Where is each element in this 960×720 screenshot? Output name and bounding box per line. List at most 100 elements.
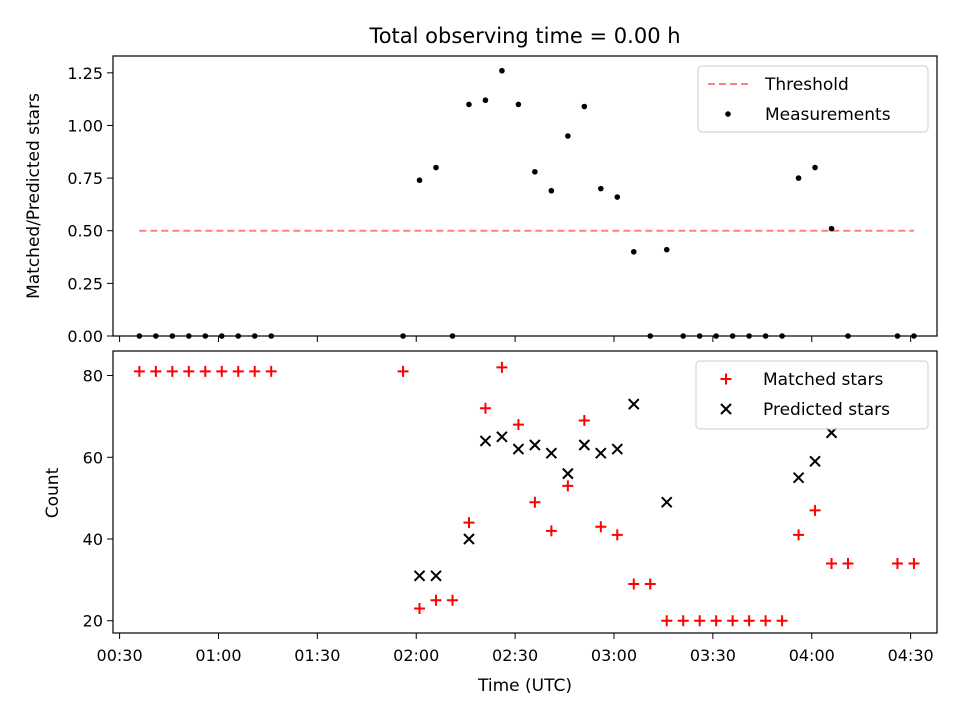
x-tick-label: 04:00	[789, 646, 835, 665]
predicted-star-point	[578, 439, 591, 451]
matched-star-point	[727, 615, 739, 627]
measurement-point	[663, 246, 670, 253]
legend-label: Matched stars	[763, 370, 883, 390]
measurement-point	[828, 225, 835, 232]
predicted-star-point	[529, 439, 541, 451]
figure-title: Total observing time = 0.00 h	[368, 24, 680, 48]
matched-star-point	[644, 578, 656, 590]
predicted-star-point	[611, 443, 623, 455]
count-frame	[112, 350, 938, 634]
count-legend: Matched stars Predicted stars	[695, 360, 929, 430]
legend-label: Threshold	[764, 75, 849, 95]
predicted-star-point	[463, 533, 475, 545]
x-tick-label: 02:30	[492, 646, 538, 665]
matched-star-point	[545, 525, 557, 537]
legend-box	[695, 360, 929, 430]
matched-star-point	[826, 558, 838, 570]
predicted-star-point	[562, 467, 574, 480]
matched-star-point	[661, 615, 673, 627]
measurement-point	[466, 101, 472, 108]
matched-star-point	[479, 402, 491, 414]
y-tick-label: 0.75	[67, 169, 103, 188]
ratio-axes: Matched/Predicted stars 0.00 0.25 0.50 0.75…	[24, 55, 938, 346]
y-tick-label: 0.00	[67, 327, 103, 346]
matched-star-point	[216, 365, 228, 377]
measurement-point	[630, 248, 637, 255]
measurement-point	[565, 133, 571, 139]
ratio-frame	[112, 55, 938, 337]
matched-star-point	[150, 365, 162, 377]
count-axes: Count Time (UTC) 20 40 60 80 00:30 01:00 01:30…	[43, 350, 938, 696]
matched-star-point	[562, 480, 574, 492]
matched-star-point	[776, 615, 788, 627]
x-tick-label: 02:00	[393, 646, 439, 665]
legend-matched-swatch	[720, 373, 732, 385]
matched-star-point	[166, 365, 178, 377]
x-tick-label: 01:00	[195, 646, 241, 665]
x-tick-label: 00:30	[97, 646, 143, 665]
matched-star-point	[908, 558, 920, 570]
measurement-point	[812, 164, 818, 171]
matched-star-point	[414, 602, 426, 614]
matched-star-point	[496, 361, 508, 373]
matched-star-point	[743, 615, 755, 627]
matched-star-point	[595, 521, 607, 533]
matched-star-point	[430, 594, 442, 606]
count-ylabel: Count	[43, 467, 63, 518]
measurement-point	[598, 185, 604, 192]
legend-box	[697, 65, 929, 133]
y-tick-label: 20	[83, 612, 103, 631]
measurement-point	[416, 177, 423, 184]
count-xlabel: Time (UTC)	[477, 676, 572, 696]
legend-label: Predicted stars	[763, 400, 890, 420]
legend-label: Measurements	[765, 105, 891, 125]
predicted-star-point	[413, 570, 426, 582]
measurement-point	[482, 97, 489, 104]
matched-star-point	[183, 365, 195, 377]
predicted-star-point	[545, 447, 558, 459]
measurement-point	[433, 164, 439, 171]
matched-star-point	[249, 365, 261, 377]
measurement-point	[614, 194, 621, 200]
y-tick-label: 1.25	[67, 64, 103, 83]
matched-star-point	[710, 615, 722, 627]
predicted-star-point	[792, 471, 805, 484]
matched-star-point	[265, 365, 277, 377]
matched-star-point	[677, 615, 689, 627]
legend-measurement-swatch	[725, 111, 731, 117]
measurement-point	[532, 168, 538, 175]
matched-star-point	[512, 419, 524, 431]
predicted-star-point	[595, 447, 607, 459]
matched-star-point	[891, 558, 903, 570]
predicted-star-point	[496, 431, 508, 443]
matched-star-point	[694, 615, 706, 627]
matched-star-point	[611, 529, 623, 541]
ratio-legend: Threshold Measurements	[697, 65, 929, 133]
y-tick-label: 0.50	[67, 222, 103, 241]
count-ticks: 20 40 60 80 00:30 01:00 01:30 02:00 02:30 03:00 03…	[83, 367, 934, 665]
measurement-point	[499, 67, 505, 74]
matched-star-point	[529, 496, 541, 508]
legend-predicted-swatch	[720, 403, 732, 415]
y-tick-label: 1.00	[67, 116, 103, 135]
matched-star-point	[809, 504, 821, 516]
x-tick-label: 04:30	[888, 646, 934, 665]
y-tick-label: 40	[83, 530, 103, 549]
matched-star-point	[397, 365, 409, 377]
predicted-star-point	[512, 443, 525, 455]
predicted-star-point	[479, 435, 492, 447]
matched-star-point	[578, 414, 590, 426]
matched-star-point	[628, 578, 640, 590]
matched-star-point	[232, 365, 244, 377]
x-tick-label: 01:30	[294, 646, 340, 665]
measurement-point	[515, 101, 522, 108]
x-tick-label: 03:30	[690, 646, 736, 665]
matched-star-point	[199, 365, 211, 377]
x-tick-label: 03:00	[591, 646, 637, 665]
predicted-star-point	[628, 398, 640, 410]
matched-star-point	[463, 517, 475, 529]
matched-star-point	[133, 365, 145, 377]
predicted-star-point	[661, 496, 673, 508]
y-tick-label: 0.25	[67, 274, 103, 293]
